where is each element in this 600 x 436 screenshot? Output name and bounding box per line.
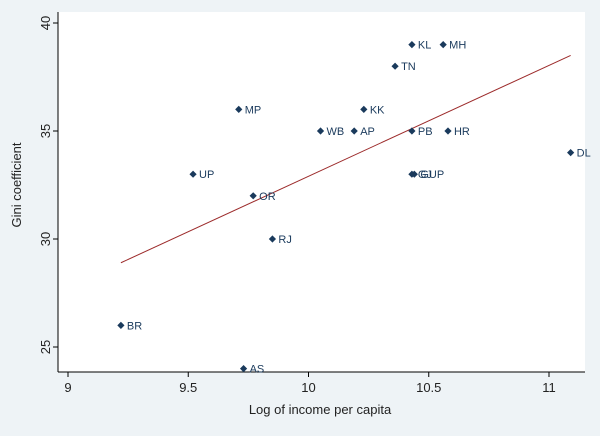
data-point	[316, 127, 325, 135]
point-label: TN	[401, 61, 416, 73]
x-tick-label: 10.5	[416, 380, 441, 395]
x-axis-title: Log of income per capita	[249, 402, 392, 417]
point-label: GUP	[420, 169, 444, 181]
data-point	[235, 105, 243, 113]
point-label: MP	[245, 104, 262, 116]
point-label: PB	[418, 126, 433, 138]
plot-area	[58, 12, 585, 372]
data-point	[391, 62, 399, 70]
y-tick-label: 35	[38, 124, 53, 138]
fit-line	[120, 54, 571, 264]
y-tick-label: 25	[38, 340, 53, 354]
axes-layer: 25 30 35 40 9 9.5 10 10.5 11	[38, 12, 585, 395]
fit-layer	[120, 54, 571, 264]
data-point	[408, 127, 416, 135]
data-point	[239, 365, 248, 373]
point-label: WB	[327, 126, 345, 138]
data-point	[567, 149, 575, 157]
point-label: AS	[250, 364, 265, 376]
data-point	[408, 41, 416, 49]
data-point	[350, 127, 358, 135]
data-point	[117, 321, 125, 329]
data-point	[249, 192, 257, 200]
y-tick-label: 30	[38, 232, 53, 246]
point-label: AP	[360, 126, 375, 138]
point-label: HR	[454, 126, 470, 138]
point-label: BR	[127, 320, 142, 332]
point-label: UP	[199, 169, 214, 181]
point-label: DL	[577, 148, 591, 160]
y-tick-label: 40	[38, 16, 53, 30]
point-label: KL	[418, 40, 431, 52]
x-tick-label: 9	[64, 380, 71, 395]
x-tick-label: 9.5	[179, 380, 197, 395]
x-tick-label: 10	[301, 380, 315, 395]
data-point	[360, 105, 368, 113]
data-point	[410, 170, 418, 178]
point-label: OR	[259, 191, 276, 203]
data-point	[439, 41, 447, 49]
x-tick-label: 11	[542, 380, 556, 395]
data-point	[444, 127, 452, 135]
point-label: MH	[449, 40, 466, 52]
point-label: GJ	[418, 169, 432, 181]
y-axis-title: Gini coefficient	[9, 142, 24, 227]
point-label: RJ	[278, 234, 291, 246]
point-label: KK	[370, 104, 385, 116]
data-point	[189, 170, 197, 178]
data-point	[268, 235, 277, 243]
